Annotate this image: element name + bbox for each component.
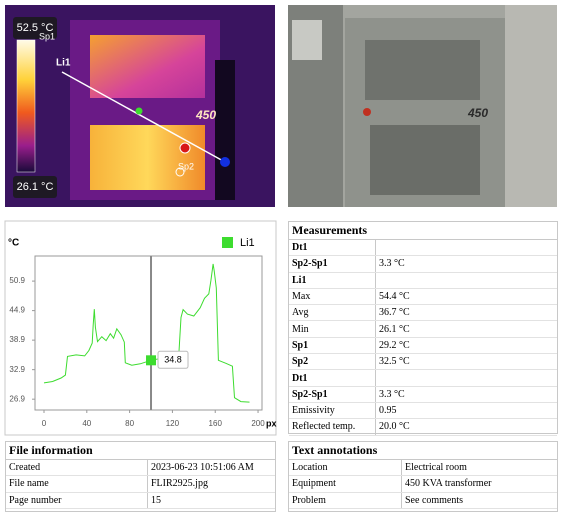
y-tick-label: 38.9 [9, 335, 25, 344]
row-value: 3.3 °C [375, 255, 557, 273]
row: Sp2-Sp1 3.3 °C [289, 255, 557, 273]
row-label: Avg [289, 304, 376, 322]
header-row: File information [6, 442, 275, 460]
row-value: See comments [401, 492, 557, 509]
x-unit: px [266, 418, 277, 428]
plate-text: 450 [195, 108, 216, 122]
x-tick-label: 200 [251, 419, 265, 428]
row-label: Problem [289, 492, 402, 509]
file-information-table: File information Created 2023-06-23 10:51:… [5, 441, 276, 512]
row: Created 2023-06-23 10:51:06 AM [6, 459, 275, 477]
row-value: 15 [147, 492, 275, 509]
row-label: Dt1 [289, 369, 376, 387]
row-value: FLIR2925.jpg [147, 475, 275, 493]
row-value: 3.3 °C [375, 386, 557, 403]
table-title: Text annotations [289, 442, 557, 460]
legend-swatch [222, 237, 233, 248]
text-annotations-table: Text annotations Location Electrical room E… [288, 441, 558, 512]
header-row: Text annotations [289, 442, 557, 460]
x-tick-label: 80 [125, 419, 134, 428]
y-tick-label: 32.9 [9, 365, 25, 374]
row-label: Location [289, 459, 402, 477]
x-tick-label: 160 [209, 419, 223, 428]
row-label: File name [6, 475, 148, 493]
table: File information Created 2023-06-23 10:51:… [6, 442, 275, 509]
row-value: 20.0 °C [375, 418, 557, 436]
row-label: Dt1 [289, 239, 376, 257]
row: Li1 [289, 272, 557, 289]
y-tick-label: 50.9 [9, 276, 25, 285]
row-value [375, 272, 557, 289]
row: Page number 15 [6, 492, 275, 509]
table-title: File information [6, 442, 275, 460]
thermal-image [5, 5, 275, 207]
row: Min 26.1 °C [289, 320, 557, 338]
row-value: 0.95 [375, 402, 557, 420]
row-label: Reflected temp. [289, 418, 376, 436]
row: Reflected temp. 20.0 °C [289, 418, 557, 436]
table-title: Measurements [289, 222, 557, 240]
y-unit: °C [8, 238, 19, 249]
row: Emissivity 0.95 [289, 402, 557, 420]
row: Dt1 [289, 369, 557, 387]
table: Text annotations Location Electrical room E… [289, 442, 557, 509]
table: Measurements Dt1 Sp2-Sp1 3.3 °C Li1 Max 54.4 °… [289, 222, 557, 436]
y-tick-label: 26.9 [9, 394, 25, 403]
row-label: Sp2-Sp1 [289, 255, 376, 273]
row-label: Sp2 [289, 353, 376, 371]
row: Sp1 29.2 °C [289, 337, 557, 355]
cursor-label: 34.8 [164, 355, 182, 365]
row-value: 26.1 °C [375, 320, 557, 338]
row-label: Emissivity [289, 402, 376, 420]
min-temp: 26.1 °C [17, 181, 54, 193]
row: File name FLIR2925.jpg [6, 475, 275, 493]
cursor-label-box [157, 350, 189, 369]
row-value: 32.5 °C [375, 353, 557, 371]
chart-frame [4, 220, 277, 436]
row-label: Sp2-Sp1 [289, 386, 376, 403]
row: Location Electrical room [289, 459, 557, 477]
data-line [43, 263, 250, 403]
row-value [375, 239, 557, 257]
row: Equipment 450 KVA transformer [289, 475, 557, 493]
row: Max 54.4 °C [289, 288, 557, 306]
row-label: Min [289, 320, 376, 338]
x-tick-label: 40 [82, 419, 91, 428]
row: Sp2 32.5 °C [289, 353, 557, 371]
artwork: 52.5 °C 26.1 °C Li1 Sp1 Sp2 450 450 °C p… [4, 5, 557, 436]
row-label: Page number [6, 492, 148, 509]
x-tick-label: 120 [166, 419, 180, 428]
row: Sp2-Sp1 3.3 °C [289, 386, 557, 403]
row-value: 29.2 °C [375, 337, 557, 355]
row-label: Created [6, 459, 148, 477]
plate-text: 450 [467, 106, 488, 120]
row-label: Sp1 [289, 337, 376, 355]
row-label: Equipment [289, 475, 402, 493]
plot-area [34, 255, 263, 411]
row-value: 54.4 °C [375, 288, 557, 306]
cursor-marker [146, 355, 157, 366]
line-label: Li1 [56, 58, 71, 69]
spot2-label: Sp2 [178, 161, 194, 171]
y-tick-label: 44.9 [9, 306, 25, 315]
row: Problem See comments [289, 492, 557, 509]
photo [288, 5, 557, 207]
max-temp: 52.5 °C [17, 22, 54, 34]
row-value: 450 KVA transformer [401, 475, 557, 493]
row-value: 2023-06-23 10:51:06 AM [147, 459, 275, 477]
row: Avg 36.7 °C [289, 304, 557, 322]
row-value [375, 369, 557, 387]
header-row: Measurements [289, 222, 557, 240]
x-tick-label: 0 [42, 419, 47, 428]
spot1-label: Sp1 [39, 31, 55, 41]
measurements-table: Measurements Dt1 Sp2-Sp1 3.3 °C Li1 Max 54.4 °… [288, 221, 558, 436]
row-value: 36.7 °C [375, 304, 557, 322]
row-label: Max [289, 288, 376, 306]
row: Dt1 [289, 239, 557, 257]
row-label: Li1 [289, 272, 376, 289]
row-value: Electrical room [401, 459, 557, 477]
legend-label: Li1 [240, 237, 255, 249]
